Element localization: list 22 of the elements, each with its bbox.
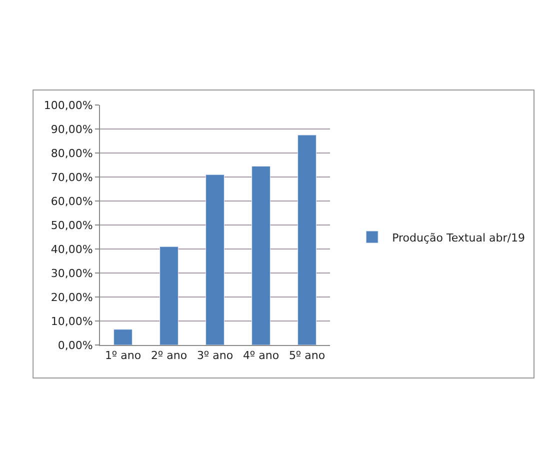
bar [160,246,178,345]
x-tick-label: 1º ano [104,349,142,362]
y-tick-label: 50,00% [50,218,93,232]
y-tick-label: 30,00% [50,266,93,280]
x-tick-label: 3º ano [196,349,234,362]
bar [252,166,270,345]
bar [114,329,132,345]
x-tick-label: 2º ano [150,349,188,362]
legend-label: Produção Textual abr/19 [392,231,525,244]
y-tick-label: 20,00% [50,290,93,304]
bar [298,134,316,345]
x-tick-label: 5º ano [288,349,326,362]
x-tick-label: 4º ano [242,349,280,362]
y-tick-label: 10,00% [50,314,93,328]
bar [206,174,224,345]
y-tick-label: 80,00% [50,146,93,160]
y-tick-label: 0,00% [58,338,93,352]
y-tick-label: 40,00% [50,242,93,256]
y-tick-label: 70,00% [50,170,93,184]
y-tick-label: 90,00% [50,122,93,136]
y-tick-label: 60,00% [50,194,93,208]
y-tick-label: 100,00% [44,98,93,112]
